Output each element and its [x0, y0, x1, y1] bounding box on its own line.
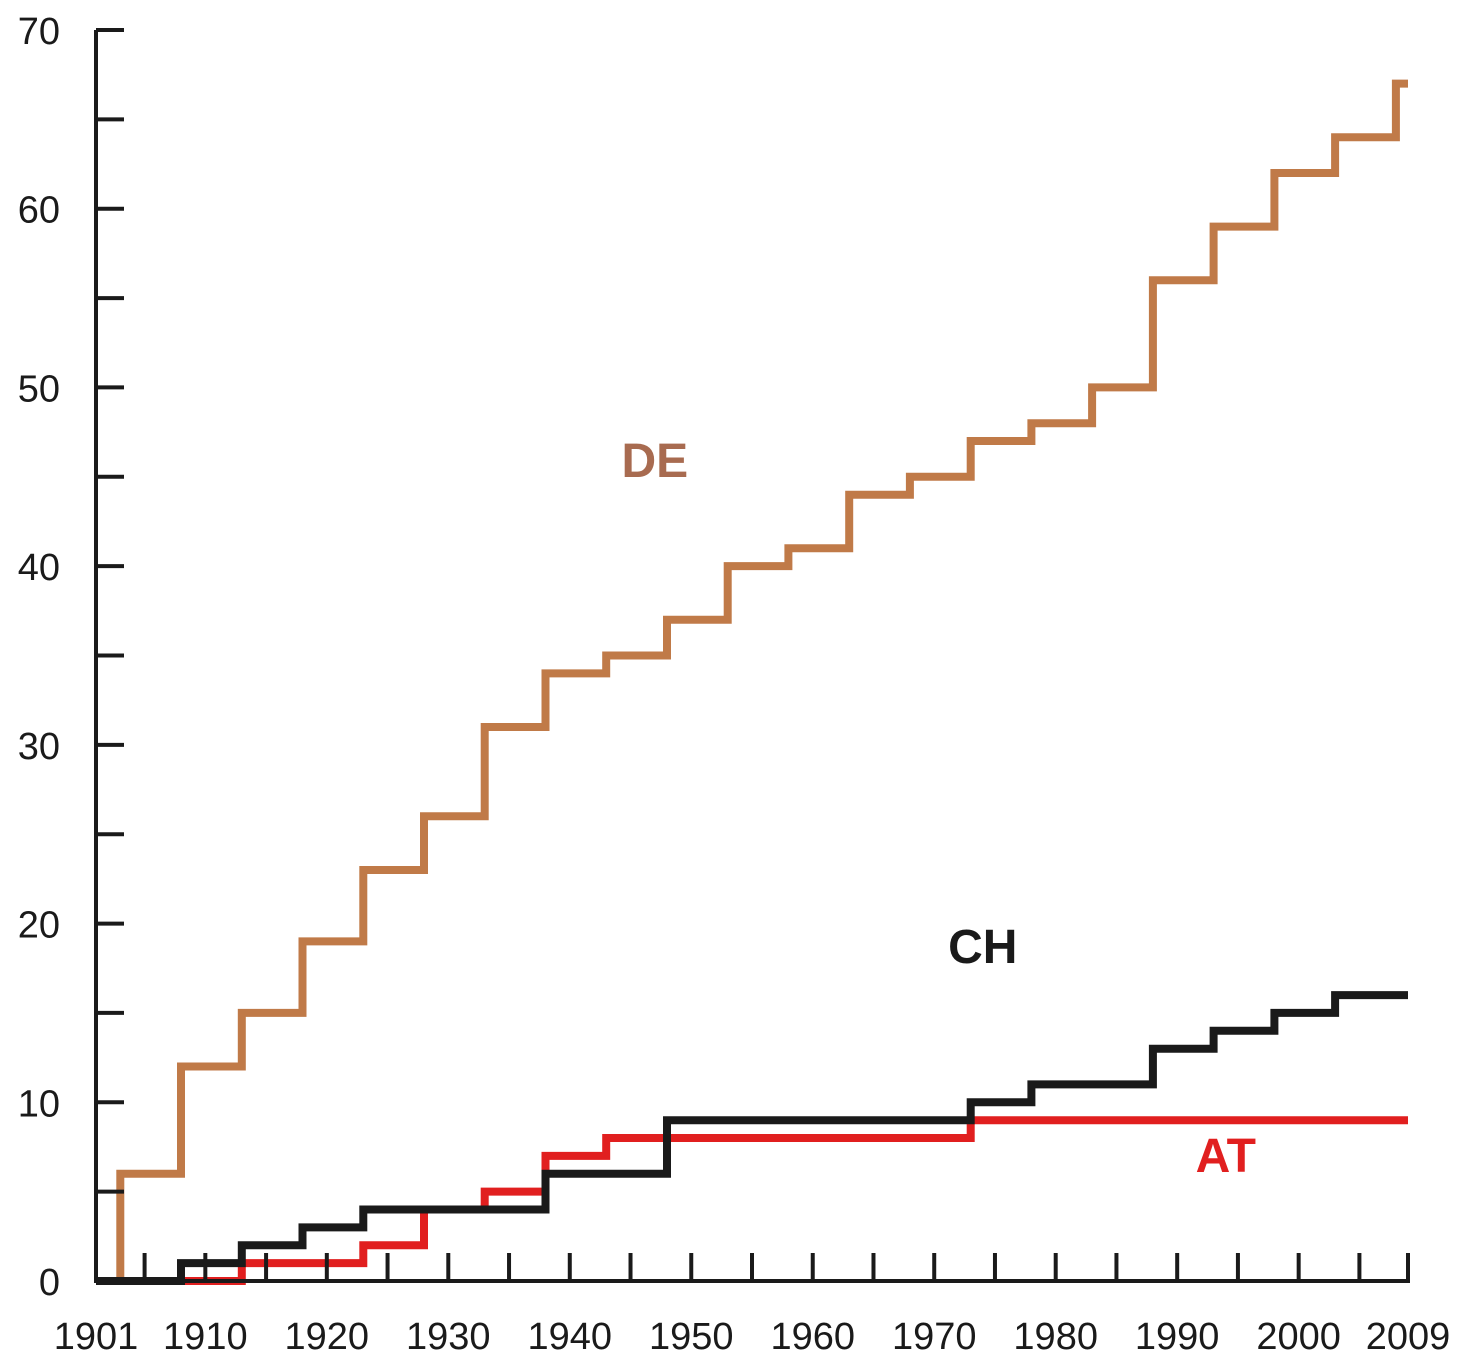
x-tick-label: 1940	[528, 1316, 613, 1355]
x-tick-label: 2009	[1366, 1316, 1451, 1355]
series-label-ch: CH	[948, 921, 1017, 974]
y-tick-label: 60	[18, 190, 60, 232]
y-tick-label: 0	[39, 1262, 60, 1304]
x-tick-label: 1960	[770, 1316, 855, 1355]
x-tick-label: 1901	[54, 1316, 139, 1355]
x-tick-label: 1930	[406, 1316, 491, 1355]
x-tick-label: 1980	[1013, 1316, 1098, 1355]
labels-layer: 0 10 20 30 40 50 60 70 1901 1910 1920 1930 1940 1950 1…	[18, 11, 1451, 1355]
series-line-ch	[96, 991, 1408, 1285]
series-line-de	[96, 79, 1408, 1285]
x-tick-label: 1920	[285, 1316, 370, 1355]
y-tick-label: 70	[18, 11, 60, 53]
y-tick-label: 10	[18, 1083, 60, 1125]
series-label-de: DE	[621, 435, 688, 488]
x-tick-label: 2000	[1256, 1316, 1341, 1355]
x-tick-label: 1990	[1135, 1316, 1220, 1355]
y-tick-label: 20	[18, 905, 60, 947]
series-layer	[96, 79, 1408, 1285]
y-tick-label: 30	[18, 726, 60, 768]
x-tick-label: 1970	[892, 1316, 977, 1355]
y-tick-label: 50	[18, 368, 60, 410]
x-tick-label: 1950	[649, 1316, 734, 1355]
series-label-at: AT	[1196, 1130, 1256, 1183]
x-tick-label: 1910	[163, 1316, 248, 1355]
y-tick-label: 40	[18, 547, 60, 589]
axes-layer	[94, 28, 1410, 1283]
